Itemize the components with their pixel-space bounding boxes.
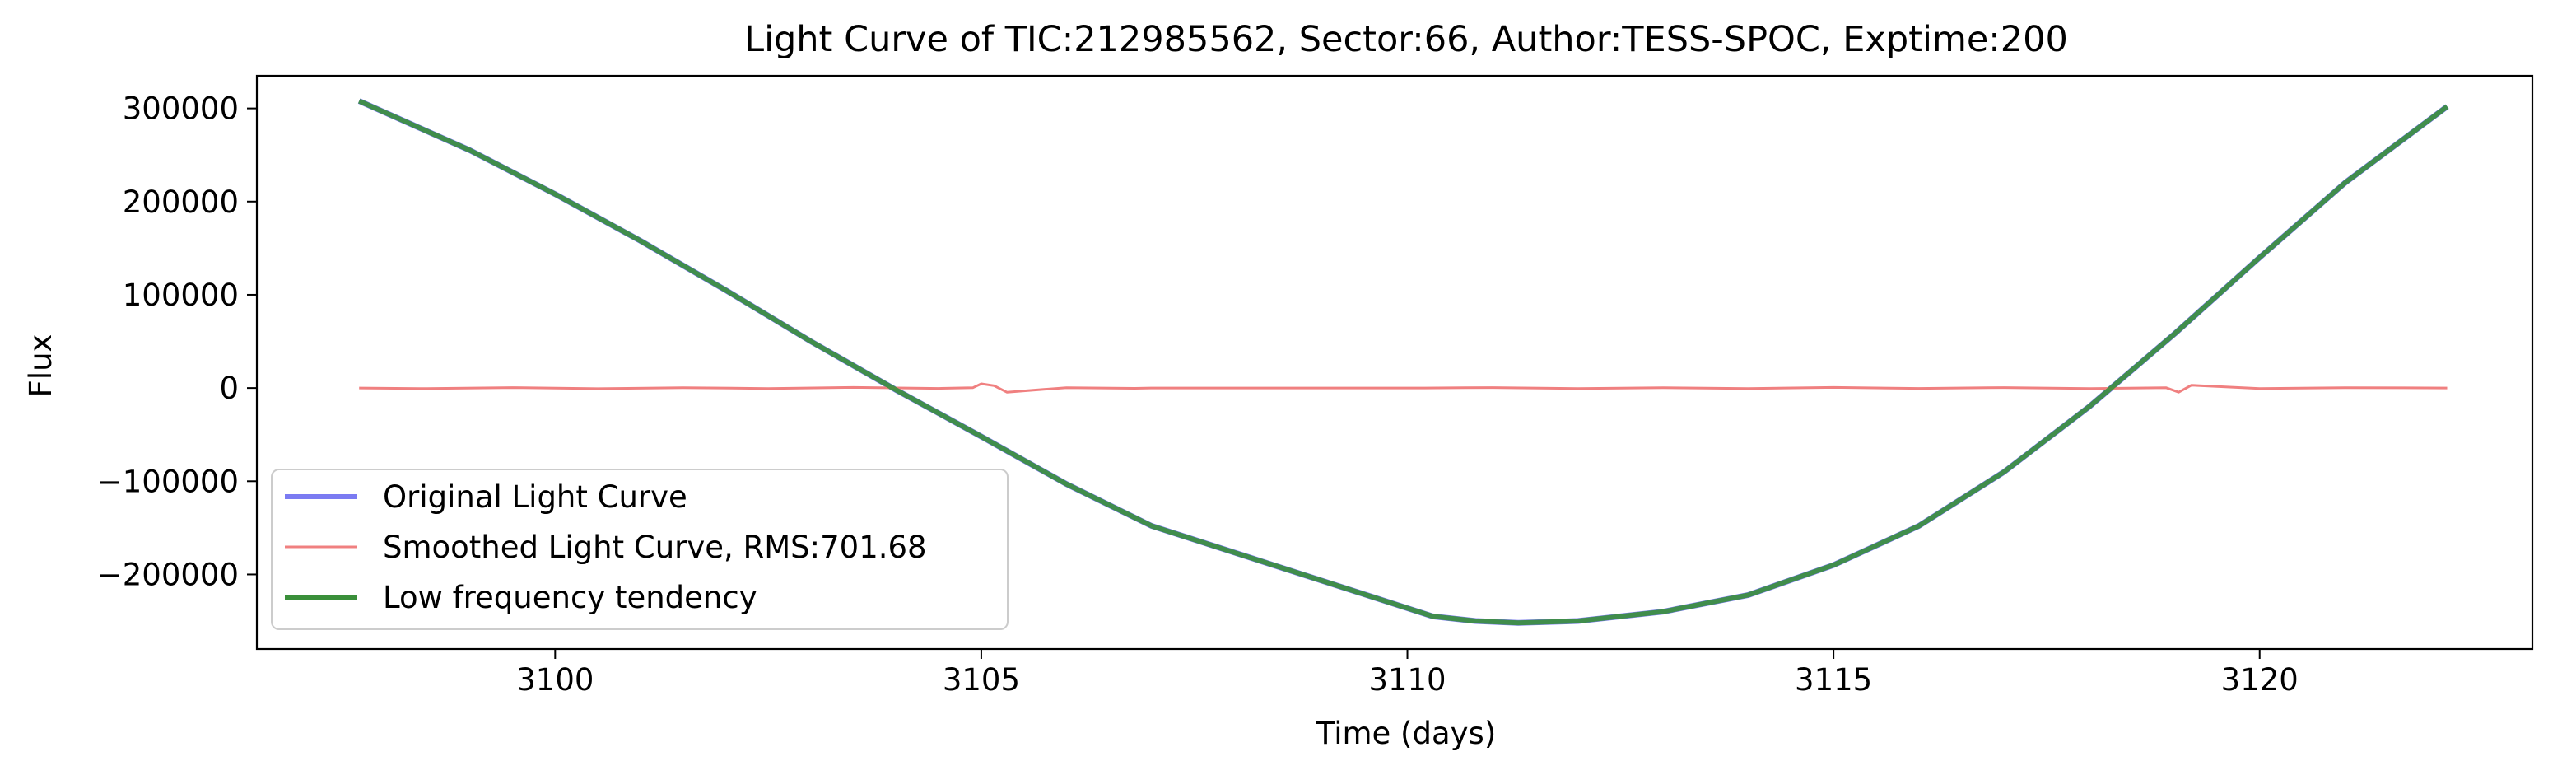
- x-tick-label: 3110: [1368, 662, 1446, 698]
- series-smoothed: [359, 382, 2448, 394]
- y-tick-label: 100000: [123, 278, 239, 313]
- x-tick-label: 3115: [1795, 662, 1872, 698]
- chart-title: Light Curve of TIC:212985562, Sector:66,…: [744, 19, 2068, 60]
- plot-frame: [255, 74, 2534, 651]
- y-axis-label: Flux: [23, 334, 58, 398]
- y-tick-label: −100000: [97, 464, 239, 499]
- legend: Original Light Curve Smoothed Light Curv…: [271, 469, 1009, 630]
- legend-label-original: Original Light Curve: [383, 479, 687, 515]
- x-tick-label: 3120: [2221, 662, 2299, 698]
- series-layer: [357, 98, 2449, 626]
- y-tick-label: 200000: [123, 184, 239, 220]
- series-tendency: [357, 98, 2449, 626]
- y-tick-label: 300000: [123, 91, 239, 127]
- x-axis: 3100 3105 3110 3115 3120: [516, 649, 2299, 698]
- y-tick-label: 0: [219, 371, 239, 406]
- y-tick-label: −200000: [97, 557, 239, 592]
- x-tick-label: 3105: [943, 662, 1020, 698]
- x-tick-label: 3100: [516, 662, 594, 698]
- legend-box: [271, 469, 1009, 630]
- legend-label-smoothed: Smoothed Light Curve, RMS:701.68: [383, 530, 927, 565]
- x-axis-label: Time (days): [1316, 716, 1497, 751]
- y-axis: −200000 −100000 0 100000 200000 300000: [97, 91, 257, 592]
- legend-label-tendency: Low frequency tendency: [383, 580, 757, 615]
